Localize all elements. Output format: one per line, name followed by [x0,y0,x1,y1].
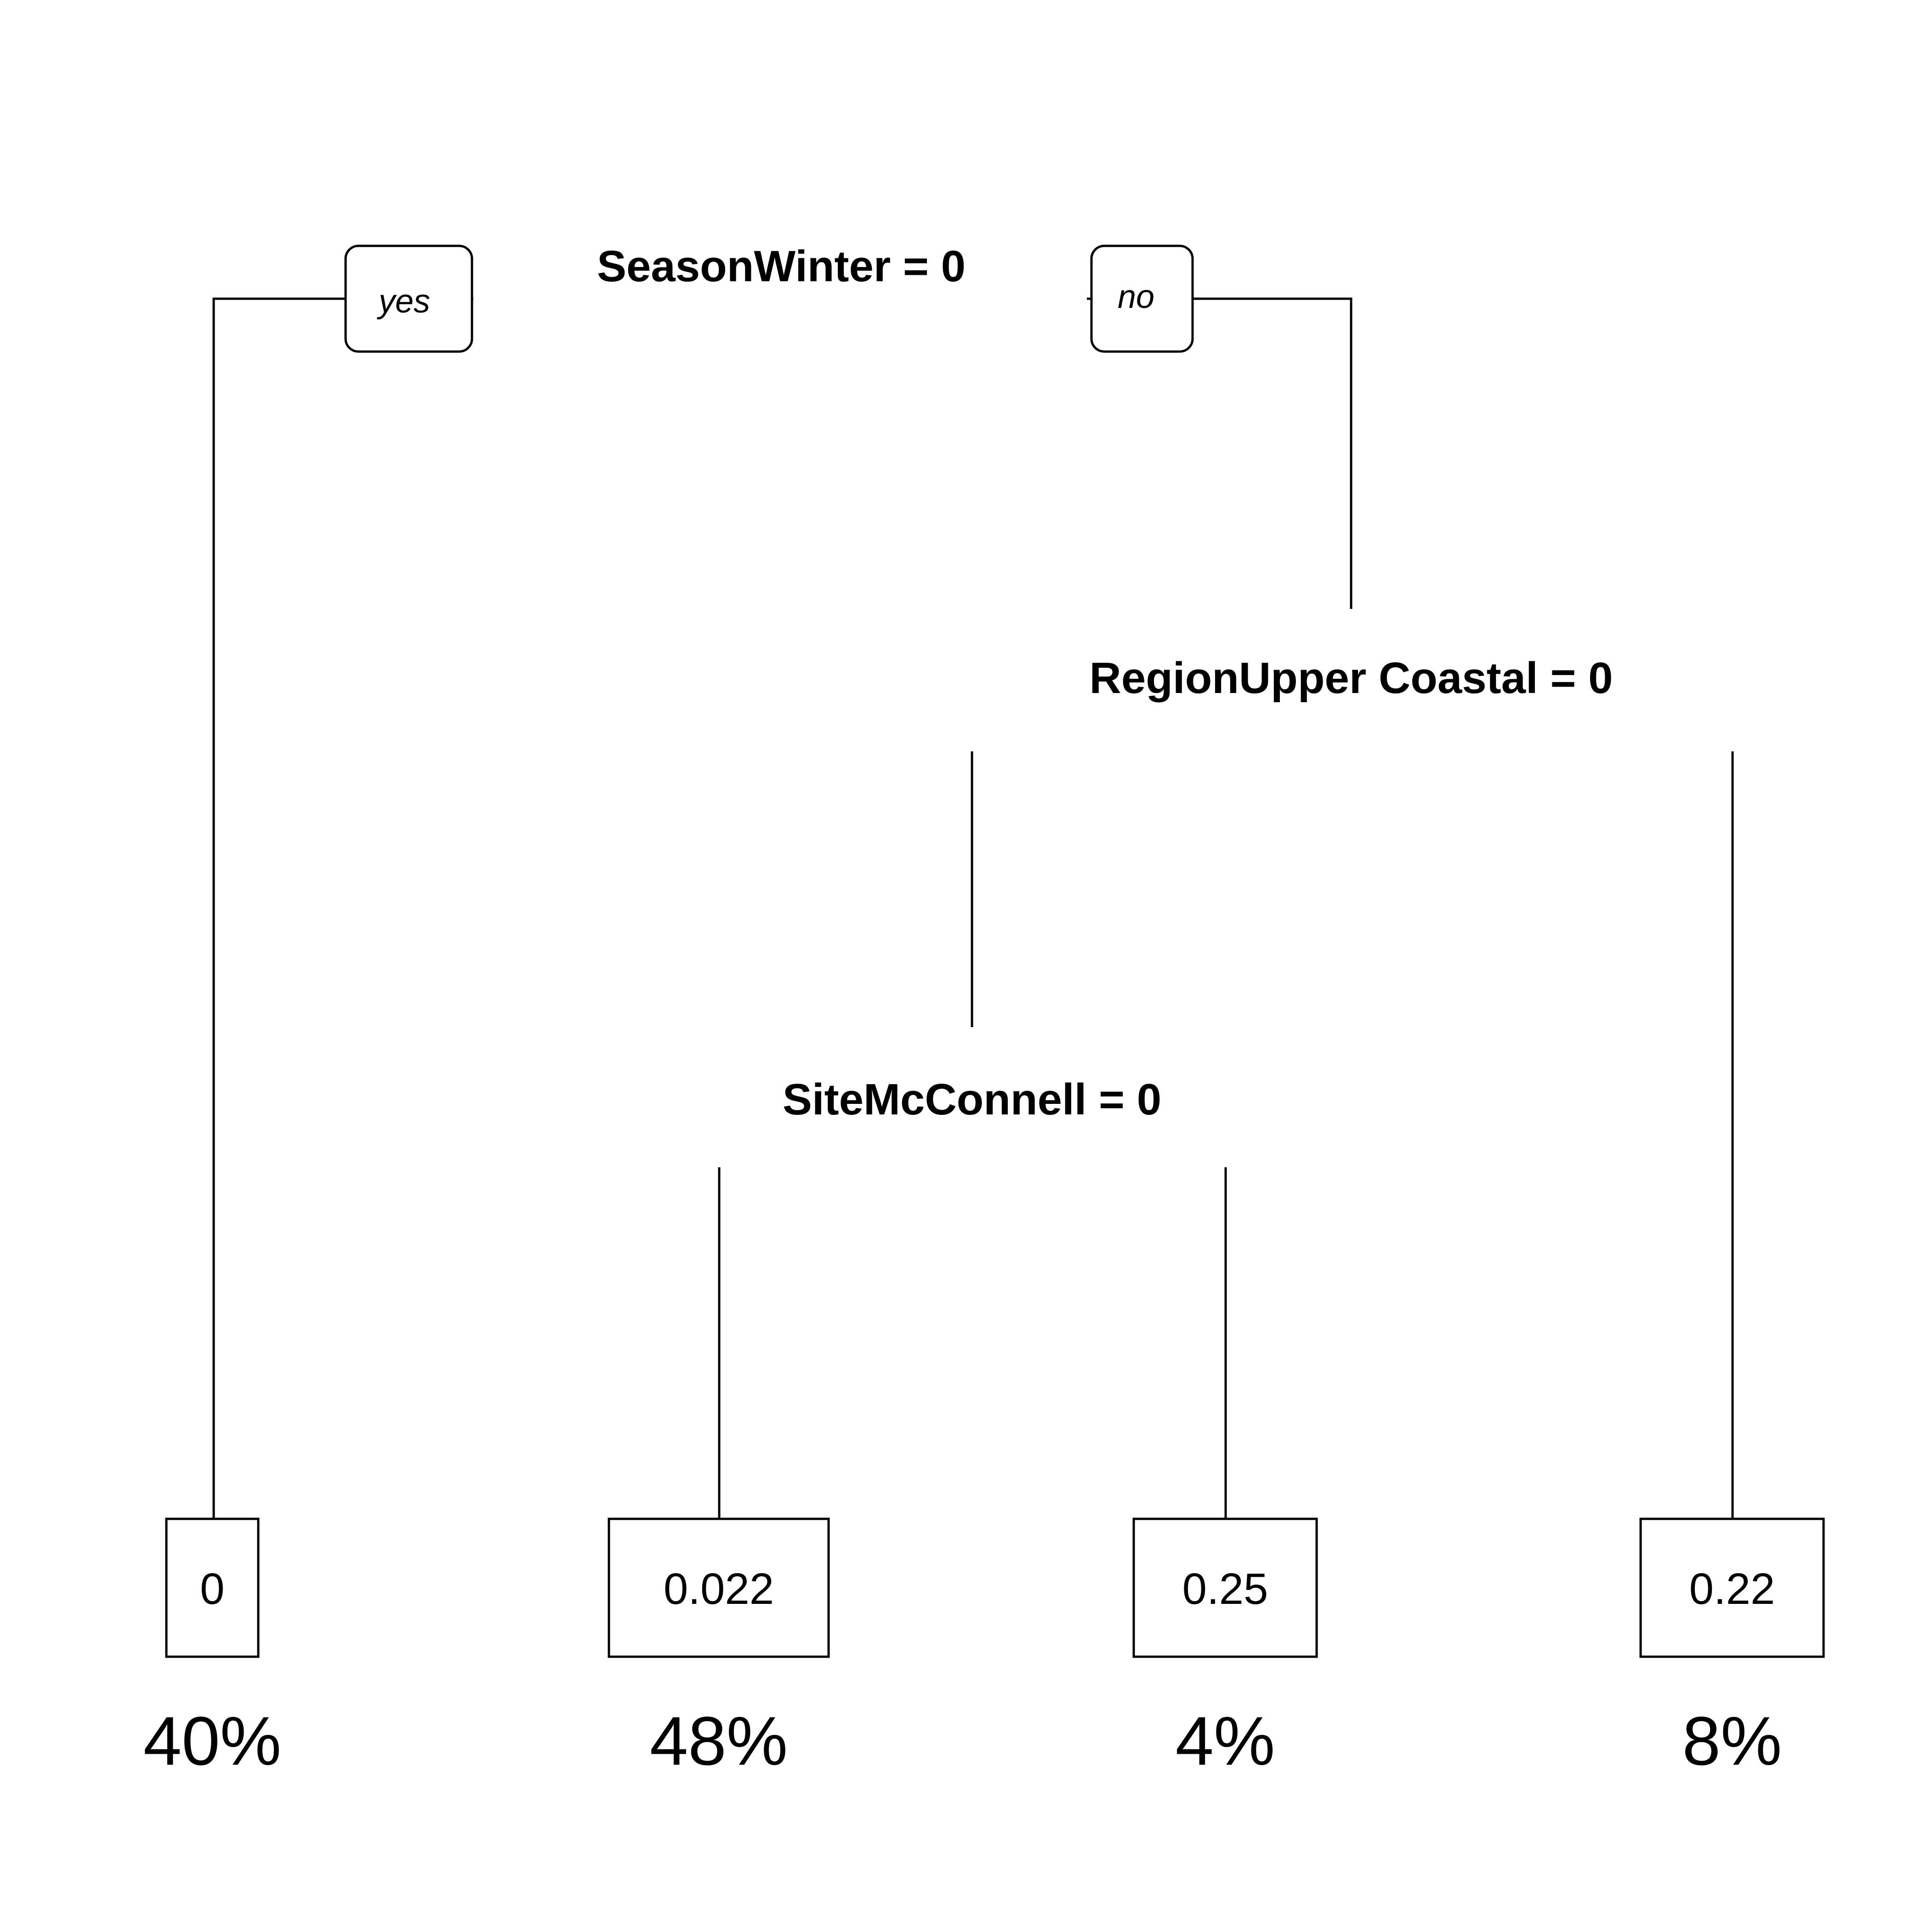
leaf-percent: 48% [650,1702,788,1779]
leaf-1: 0 40% [143,1517,281,1779]
leaf-percent: 40% [143,1702,281,1779]
yes-branch-tag: yes [344,244,473,353]
leaf-4: 0.22 8% [1639,1517,1825,1779]
no-branch-label: no [1118,278,1154,315]
leaf-2: 0.022 48% [608,1517,830,1779]
leaf-value: 0.022 [664,1564,774,1614]
leaf-percent: 8% [1682,1702,1782,1779]
leaf-value: 0.22 [1689,1564,1775,1614]
no-branch-tag: no [1090,244,1194,353]
leaf-value: 0.25 [1182,1564,1268,1614]
yes-branch-label: yes [376,283,430,320]
leaf-percent: 4% [1176,1702,1275,1779]
node2-split-label: RegionUpper Coastal = 0 [1090,653,1613,703]
root-yes-edge [212,297,473,1519]
root-split-label: SeasonWinter = 0 [597,242,966,291]
leaf-3: 0.25 4% [1132,1517,1318,1779]
leaf-value: 0 [200,1564,224,1614]
node3-split-label: SiteMcConnell = 0 [783,1075,1161,1124]
